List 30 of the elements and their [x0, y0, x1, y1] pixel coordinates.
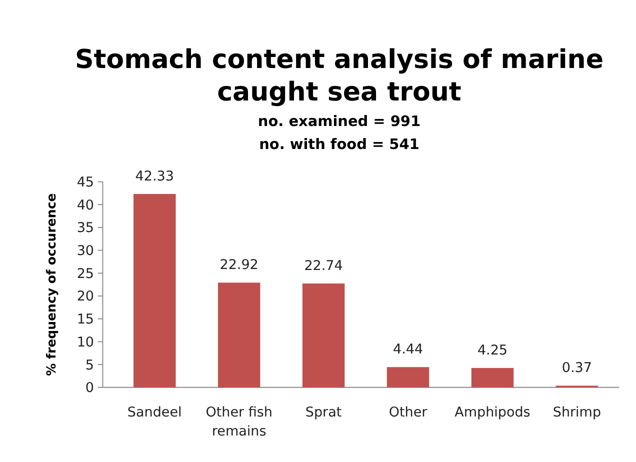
- chart-title: Stomach content analysis of marine caught sea trout: [74, 44, 604, 108]
- y-tick-label: 15: [76, 312, 94, 328]
- y-tick-label: 40: [76, 197, 94, 214]
- y-tick-label: 45: [76, 174, 94, 190]
- y-tick-label: 35: [76, 220, 94, 236]
- x-tick-label: Amphipods: [454, 404, 530, 420]
- data-label: 4.25: [477, 342, 508, 358]
- data-label: 4.44: [392, 342, 424, 358]
- data-label: 42.33: [135, 168, 174, 184]
- y-tick-label: 30: [76, 243, 94, 260]
- y-tick-label: 20: [76, 288, 94, 305]
- y-tick-label: 25: [76, 266, 94, 282]
- data-label: 0.37: [562, 360, 592, 376]
- x-tick-label: Sprat: [305, 404, 342, 420]
- y-axis-title: % frequency of occurence: [43, 193, 58, 376]
- bar: [302, 283, 345, 388]
- data-label: 22.74: [304, 258, 343, 274]
- y-tick-label: 10: [76, 334, 94, 350]
- x-tick-label: Sandeel: [127, 404, 182, 420]
- chart-subtitle: no. examined = 991 no. with food = 541: [258, 114, 421, 153]
- bar: [386, 367, 430, 388]
- data-label: 22.92: [220, 257, 258, 274]
- y-tick-label: 5: [85, 357, 94, 374]
- x-tick-label: Shrimp: [552, 404, 602, 420]
- y-tick-label: 0: [85, 380, 94, 396]
- x-tick-label: Other fish remains: [206, 404, 272, 440]
- bar: [218, 282, 260, 388]
- bar: [471, 368, 514, 388]
- x-tick-label: Other: [388, 404, 428, 420]
- bar: [133, 194, 176, 388]
